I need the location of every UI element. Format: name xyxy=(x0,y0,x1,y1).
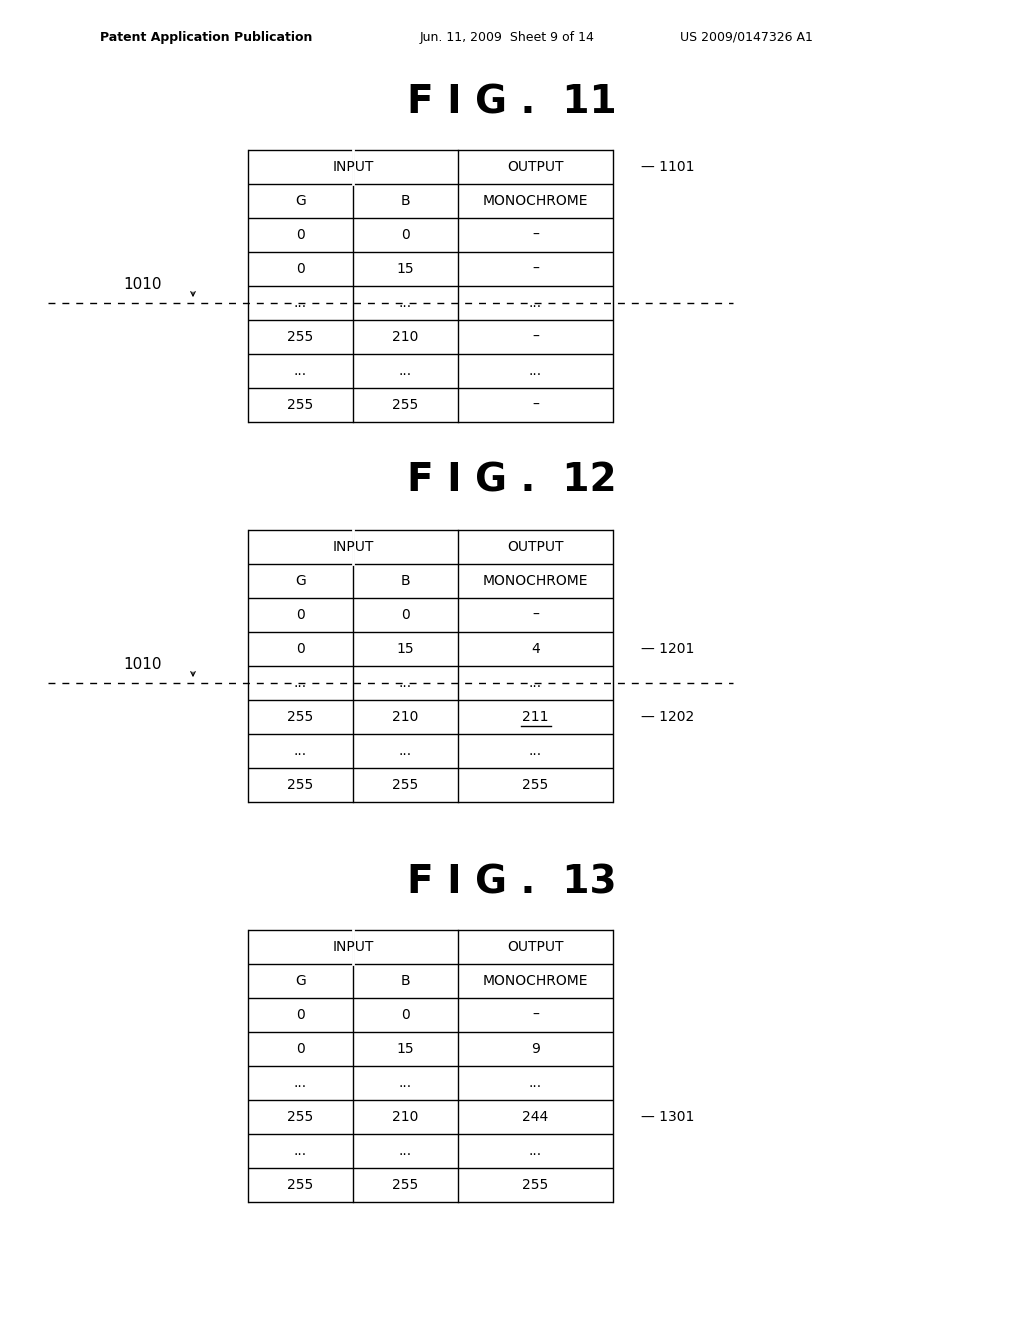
Text: 4: 4 xyxy=(531,642,540,656)
Text: 211: 211 xyxy=(522,710,549,723)
Text: ...: ... xyxy=(529,1144,542,1158)
Text: ...: ... xyxy=(529,1076,542,1090)
Text: –: – xyxy=(532,330,539,345)
Text: Jun. 11, 2009  Sheet 9 of 14: Jun. 11, 2009 Sheet 9 of 14 xyxy=(420,30,595,44)
Text: 0: 0 xyxy=(296,261,305,276)
Text: OUTPUT: OUTPUT xyxy=(507,160,564,174)
Text: –: – xyxy=(532,261,539,276)
Text: F I G .  13: F I G . 13 xyxy=(408,863,616,902)
Text: 255: 255 xyxy=(392,777,419,792)
Text: 0: 0 xyxy=(401,1008,410,1022)
Text: MONOCHROME: MONOCHROME xyxy=(482,974,588,987)
Text: G: G xyxy=(295,574,306,587)
Text: B: B xyxy=(400,574,411,587)
Text: –: – xyxy=(532,399,539,412)
Text: F I G .  11: F I G . 11 xyxy=(408,83,616,121)
Text: — 1301: — 1301 xyxy=(641,1110,694,1125)
Text: 0: 0 xyxy=(296,642,305,656)
Text: 255: 255 xyxy=(522,777,549,792)
Text: ...: ... xyxy=(399,1076,412,1090)
Text: ...: ... xyxy=(294,1144,307,1158)
Text: OUTPUT: OUTPUT xyxy=(507,540,564,554)
Text: –: – xyxy=(532,1008,539,1022)
Text: 255: 255 xyxy=(392,399,419,412)
Text: — 1101: — 1101 xyxy=(641,160,694,174)
Text: 1010: 1010 xyxy=(124,657,162,672)
Text: 0: 0 xyxy=(401,228,410,242)
Text: 255: 255 xyxy=(392,1177,419,1192)
Text: ...: ... xyxy=(294,364,307,378)
Text: 0: 0 xyxy=(296,1008,305,1022)
Text: 210: 210 xyxy=(392,710,419,723)
Text: –: – xyxy=(532,609,539,622)
Text: G: G xyxy=(295,194,306,209)
Text: ...: ... xyxy=(294,744,307,758)
Text: ...: ... xyxy=(294,296,307,310)
Text: 15: 15 xyxy=(396,642,415,656)
Text: 210: 210 xyxy=(392,1110,419,1125)
Text: INPUT: INPUT xyxy=(333,540,374,554)
Text: 210: 210 xyxy=(392,330,419,345)
Text: 0: 0 xyxy=(296,228,305,242)
Text: B: B xyxy=(400,974,411,987)
Text: — 1201: — 1201 xyxy=(641,642,694,656)
Text: F I G .  12: F I G . 12 xyxy=(408,461,616,499)
Text: 255: 255 xyxy=(288,330,313,345)
Text: 255: 255 xyxy=(288,1110,313,1125)
Text: ...: ... xyxy=(529,296,542,310)
Text: 255: 255 xyxy=(288,777,313,792)
Text: ...: ... xyxy=(529,676,542,690)
Text: INPUT: INPUT xyxy=(333,160,374,174)
Text: MONOCHROME: MONOCHROME xyxy=(482,194,588,209)
Text: US 2009/0147326 A1: US 2009/0147326 A1 xyxy=(680,30,813,44)
Text: G: G xyxy=(295,974,306,987)
Text: 255: 255 xyxy=(522,1177,549,1192)
Text: ...: ... xyxy=(399,364,412,378)
Text: 255: 255 xyxy=(288,1177,313,1192)
Text: ...: ... xyxy=(294,676,307,690)
Text: ...: ... xyxy=(399,296,412,310)
Text: 9: 9 xyxy=(531,1041,540,1056)
Text: 255: 255 xyxy=(288,710,313,723)
Text: MONOCHROME: MONOCHROME xyxy=(482,574,588,587)
Text: ...: ... xyxy=(294,1076,307,1090)
Text: 0: 0 xyxy=(401,609,410,622)
Text: 244: 244 xyxy=(522,1110,549,1125)
Text: –: – xyxy=(532,228,539,242)
Text: — 1202: — 1202 xyxy=(641,710,694,723)
Text: B: B xyxy=(400,194,411,209)
Text: Patent Application Publication: Patent Application Publication xyxy=(100,30,312,44)
Text: INPUT: INPUT xyxy=(333,940,374,954)
Text: 0: 0 xyxy=(296,609,305,622)
Text: ...: ... xyxy=(529,744,542,758)
Text: 15: 15 xyxy=(396,261,415,276)
Text: 15: 15 xyxy=(396,1041,415,1056)
Text: 255: 255 xyxy=(288,399,313,412)
Text: OUTPUT: OUTPUT xyxy=(507,940,564,954)
Text: 0: 0 xyxy=(296,1041,305,1056)
Text: ...: ... xyxy=(399,676,412,690)
Text: ...: ... xyxy=(529,364,542,378)
Text: ...: ... xyxy=(399,1144,412,1158)
Text: ...: ... xyxy=(399,744,412,758)
Text: 1010: 1010 xyxy=(124,277,162,292)
